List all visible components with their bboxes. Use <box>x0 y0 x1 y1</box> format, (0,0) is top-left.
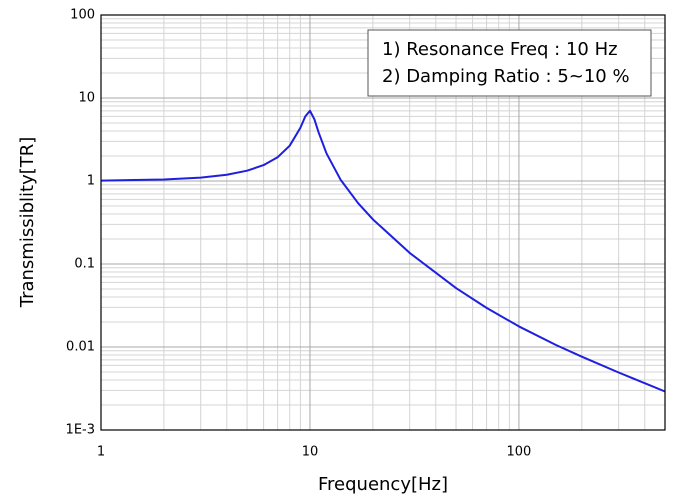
line-series <box>100 109 666 393</box>
x-tick-label: 1 <box>97 445 105 460</box>
y-tick-label: 10 <box>78 91 95 106</box>
y-axis-label: Transmissiblity[TR] <box>17 137 38 309</box>
y-tick-label: 0.01 <box>66 340 95 355</box>
annotation: 1) Resonance Freq : 10 Hz <box>382 39 618 60</box>
x-axis-label: Frequency[Hz] <box>318 474 448 495</box>
annotation-box <box>367 29 652 97</box>
y-tick-label: 0.1 <box>74 257 95 272</box>
plot-frame <box>100 14 666 431</box>
y-tick-label: 100 <box>70 8 95 23</box>
y-tick-label: 1E-3 <box>66 423 95 438</box>
x-tick-label: 100 <box>507 445 532 460</box>
x-tick-label: 10 <box>302 445 319 460</box>
annotation: 2) Damping Ratio : 5~10 % <box>382 66 630 87</box>
y-tick-label: 1 <box>87 174 95 189</box>
marks <box>100 109 666 393</box>
